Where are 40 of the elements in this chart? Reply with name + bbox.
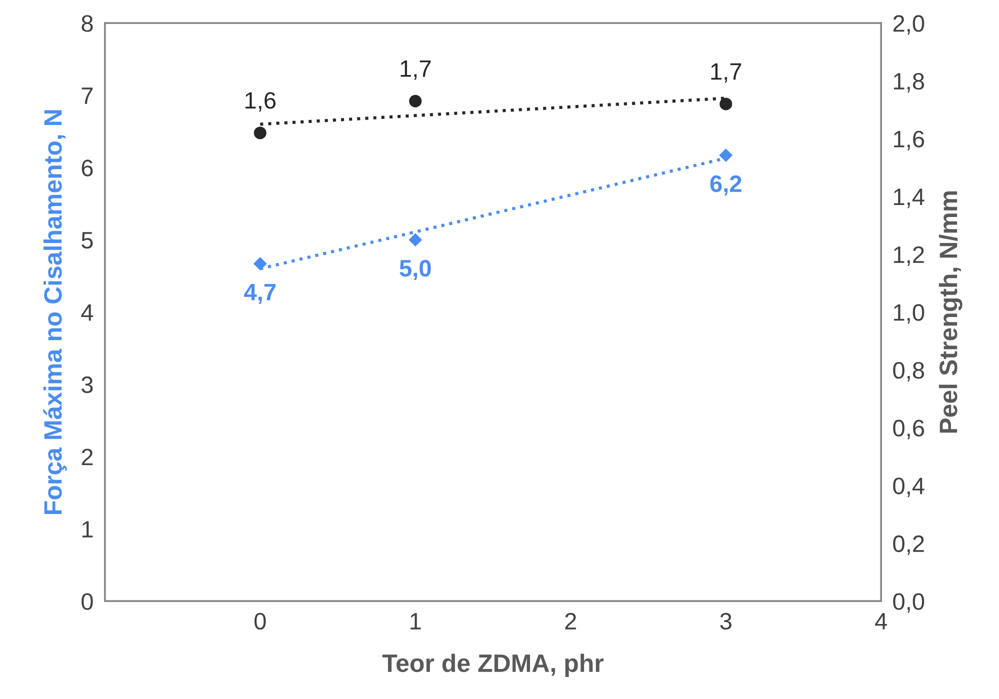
y2-tick-label: 0,8 <box>893 362 924 382</box>
point <box>720 98 732 110</box>
x-axis-title: Teor de ZDMA, phr <box>382 654 604 678</box>
data-label: 1,6 <box>246 92 276 112</box>
data-label: 4,7 <box>244 284 276 304</box>
x-tick-label: 4 <box>875 613 887 630</box>
point <box>408 233 422 246</box>
point <box>719 148 732 162</box>
y2-axis-title: Peel Strength, N/mm <box>938 191 962 433</box>
x-tick-label: 0 <box>254 612 266 630</box>
y2-tick-label: 1,2 <box>894 246 924 266</box>
y2-tick-label: 0,6 <box>893 420 924 440</box>
x-tick-label: 1 <box>410 613 421 630</box>
y-tick-label: 6 <box>82 160 93 176</box>
point <box>254 257 267 270</box>
y-tick-label: 8 <box>82 15 93 32</box>
point <box>254 126 266 140</box>
y2-tick-label: 0,2 <box>893 535 924 555</box>
x-tick-label: 2 <box>565 612 576 630</box>
y-tick-label: 1 <box>82 521 93 538</box>
data-label: 5,0 <box>400 260 431 280</box>
y2-tick-label: 2,0 <box>893 15 924 35</box>
y2-tick-label: 1,8 <box>894 72 924 92</box>
y-tick-label: 4 <box>81 304 94 321</box>
y-tick-label: 3 <box>82 376 93 394</box>
y-tick-label: 5 <box>82 232 93 249</box>
point <box>409 94 422 108</box>
y2-tick-label: 1,0 <box>894 304 924 324</box>
y2-tick-label: 1,4 <box>894 188 924 208</box>
y2-tick-label: 0,0 <box>893 593 924 613</box>
y-tick-label: 7 <box>82 88 93 104</box>
data-label: 1,7 <box>400 60 431 80</box>
x-tick-label: 3 <box>720 612 732 630</box>
y-tick-label: 2 <box>82 448 93 466</box>
data-label: 6,2 <box>710 175 742 196</box>
y-tick-label: 0 <box>82 593 93 610</box>
y2-tick-label: 1,6 <box>894 130 924 150</box>
y-axis-title: Força Máxima no Cisalhamento, N <box>43 110 67 514</box>
y2-tick-label: 0,4 <box>893 478 924 498</box>
data-label: 1,7 <box>711 63 742 83</box>
